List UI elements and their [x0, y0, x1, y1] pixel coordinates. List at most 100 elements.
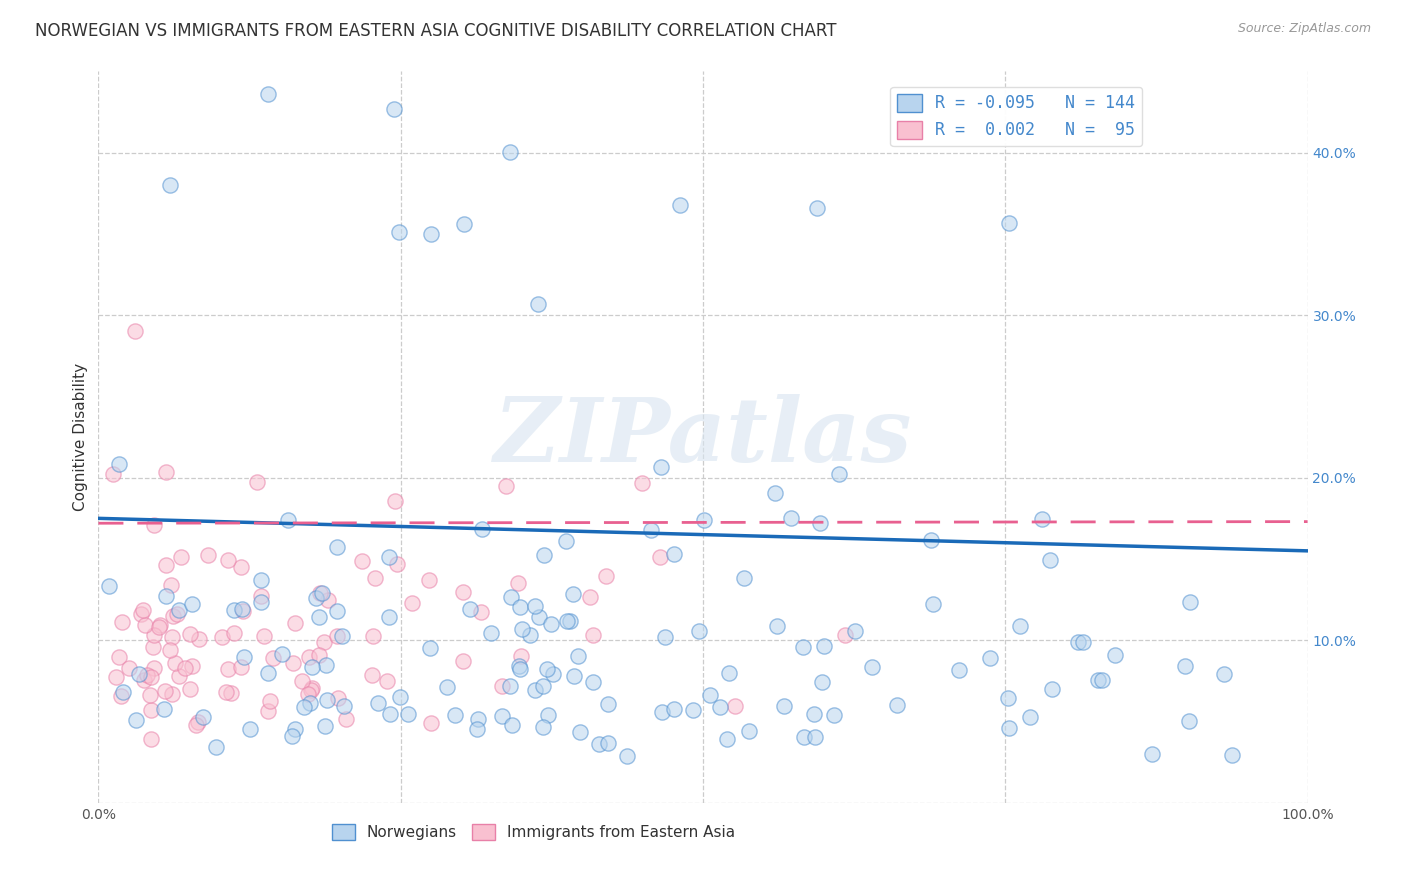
Point [554, 533, 576, 548]
Point [384, 494, 406, 508]
Point [167, 603, 190, 617]
Point [420, 227, 443, 242]
Point [246, 475, 269, 490]
Point [259, 694, 281, 708]
Point [467, 712, 489, 726]
Point [142, 640, 165, 655]
Point [509, 600, 531, 615]
Point [979, 651, 1001, 665]
Point [149, 618, 172, 632]
Point [281, 729, 304, 743]
Point [495, 479, 517, 493]
Point [193, 710, 215, 724]
Point [506, 576, 529, 591]
Point [419, 641, 441, 656]
Point [773, 699, 796, 714]
Point [808, 516, 831, 531]
Point [181, 658, 204, 673]
Point [470, 605, 492, 619]
Point [662, 702, 685, 716]
Point [396, 706, 419, 721]
Point [444, 707, 467, 722]
Point [558, 614, 581, 628]
Point [562, 587, 585, 601]
Point [311, 585, 333, 599]
Point [134, 618, 156, 632]
Point [389, 690, 412, 704]
Point [509, 662, 531, 676]
Point [125, 713, 148, 727]
Legend: Norwegians, Immigrants from Eastern Asia: Norwegians, Immigrants from Eastern Asia [326, 818, 742, 847]
Point [217, 553, 239, 567]
Point [217, 662, 239, 676]
Point [451, 585, 474, 599]
Point [669, 198, 692, 212]
Point [179, 682, 201, 697]
Point [479, 626, 502, 640]
Point [529, 610, 551, 624]
Point [292, 699, 315, 714]
Point [699, 689, 721, 703]
Point [139, 732, 162, 747]
Point [326, 629, 349, 643]
Point [491, 708, 513, 723]
Point [378, 610, 401, 624]
Point [277, 513, 299, 527]
Point [526, 297, 548, 311]
Point [582, 628, 605, 642]
Point [111, 615, 134, 629]
Point [453, 217, 475, 231]
Point [315, 693, 337, 707]
Point [316, 593, 339, 607]
Point [1174, 659, 1197, 673]
Y-axis label: Cognitive Disability: Cognitive Disability [73, 363, 89, 511]
Point [998, 721, 1021, 735]
Point [465, 722, 488, 736]
Point [159, 643, 181, 657]
Point [1104, 648, 1126, 663]
Point [793, 730, 815, 744]
Point [301, 681, 323, 695]
Point [536, 662, 558, 676]
Point [136, 668, 159, 682]
Point [187, 632, 209, 647]
Point [844, 624, 866, 638]
Point [804, 730, 827, 744]
Text: Source: ZipAtlas.com: Source: ZipAtlas.com [1237, 22, 1371, 36]
Point [860, 660, 883, 674]
Point [166, 607, 188, 621]
Point [375, 674, 398, 689]
Point [284, 722, 307, 736]
Point [1091, 673, 1114, 687]
Point [578, 590, 600, 604]
Point [616, 749, 638, 764]
Point [834, 628, 856, 642]
Point [567, 649, 589, 664]
Point [920, 533, 942, 547]
Point [299, 682, 322, 697]
Point [142, 661, 165, 675]
Point [921, 597, 943, 611]
Point [141, 670, 163, 684]
Point [309, 586, 332, 600]
Point [139, 703, 162, 717]
Point [224, 625, 246, 640]
Point [284, 616, 307, 631]
Point [555, 615, 578, 629]
Point [301, 660, 323, 674]
Point [537, 708, 560, 723]
Point [229, 560, 252, 574]
Point [219, 686, 242, 700]
Point [169, 549, 191, 564]
Point [1212, 667, 1234, 681]
Point [112, 684, 135, 698]
Point [361, 668, 384, 682]
Point [160, 577, 183, 591]
Point [998, 216, 1021, 230]
Point [330, 629, 353, 643]
Point [1039, 552, 1062, 566]
Point [716, 731, 738, 746]
Point [523, 599, 546, 613]
Point [524, 683, 547, 698]
Point [510, 649, 533, 664]
